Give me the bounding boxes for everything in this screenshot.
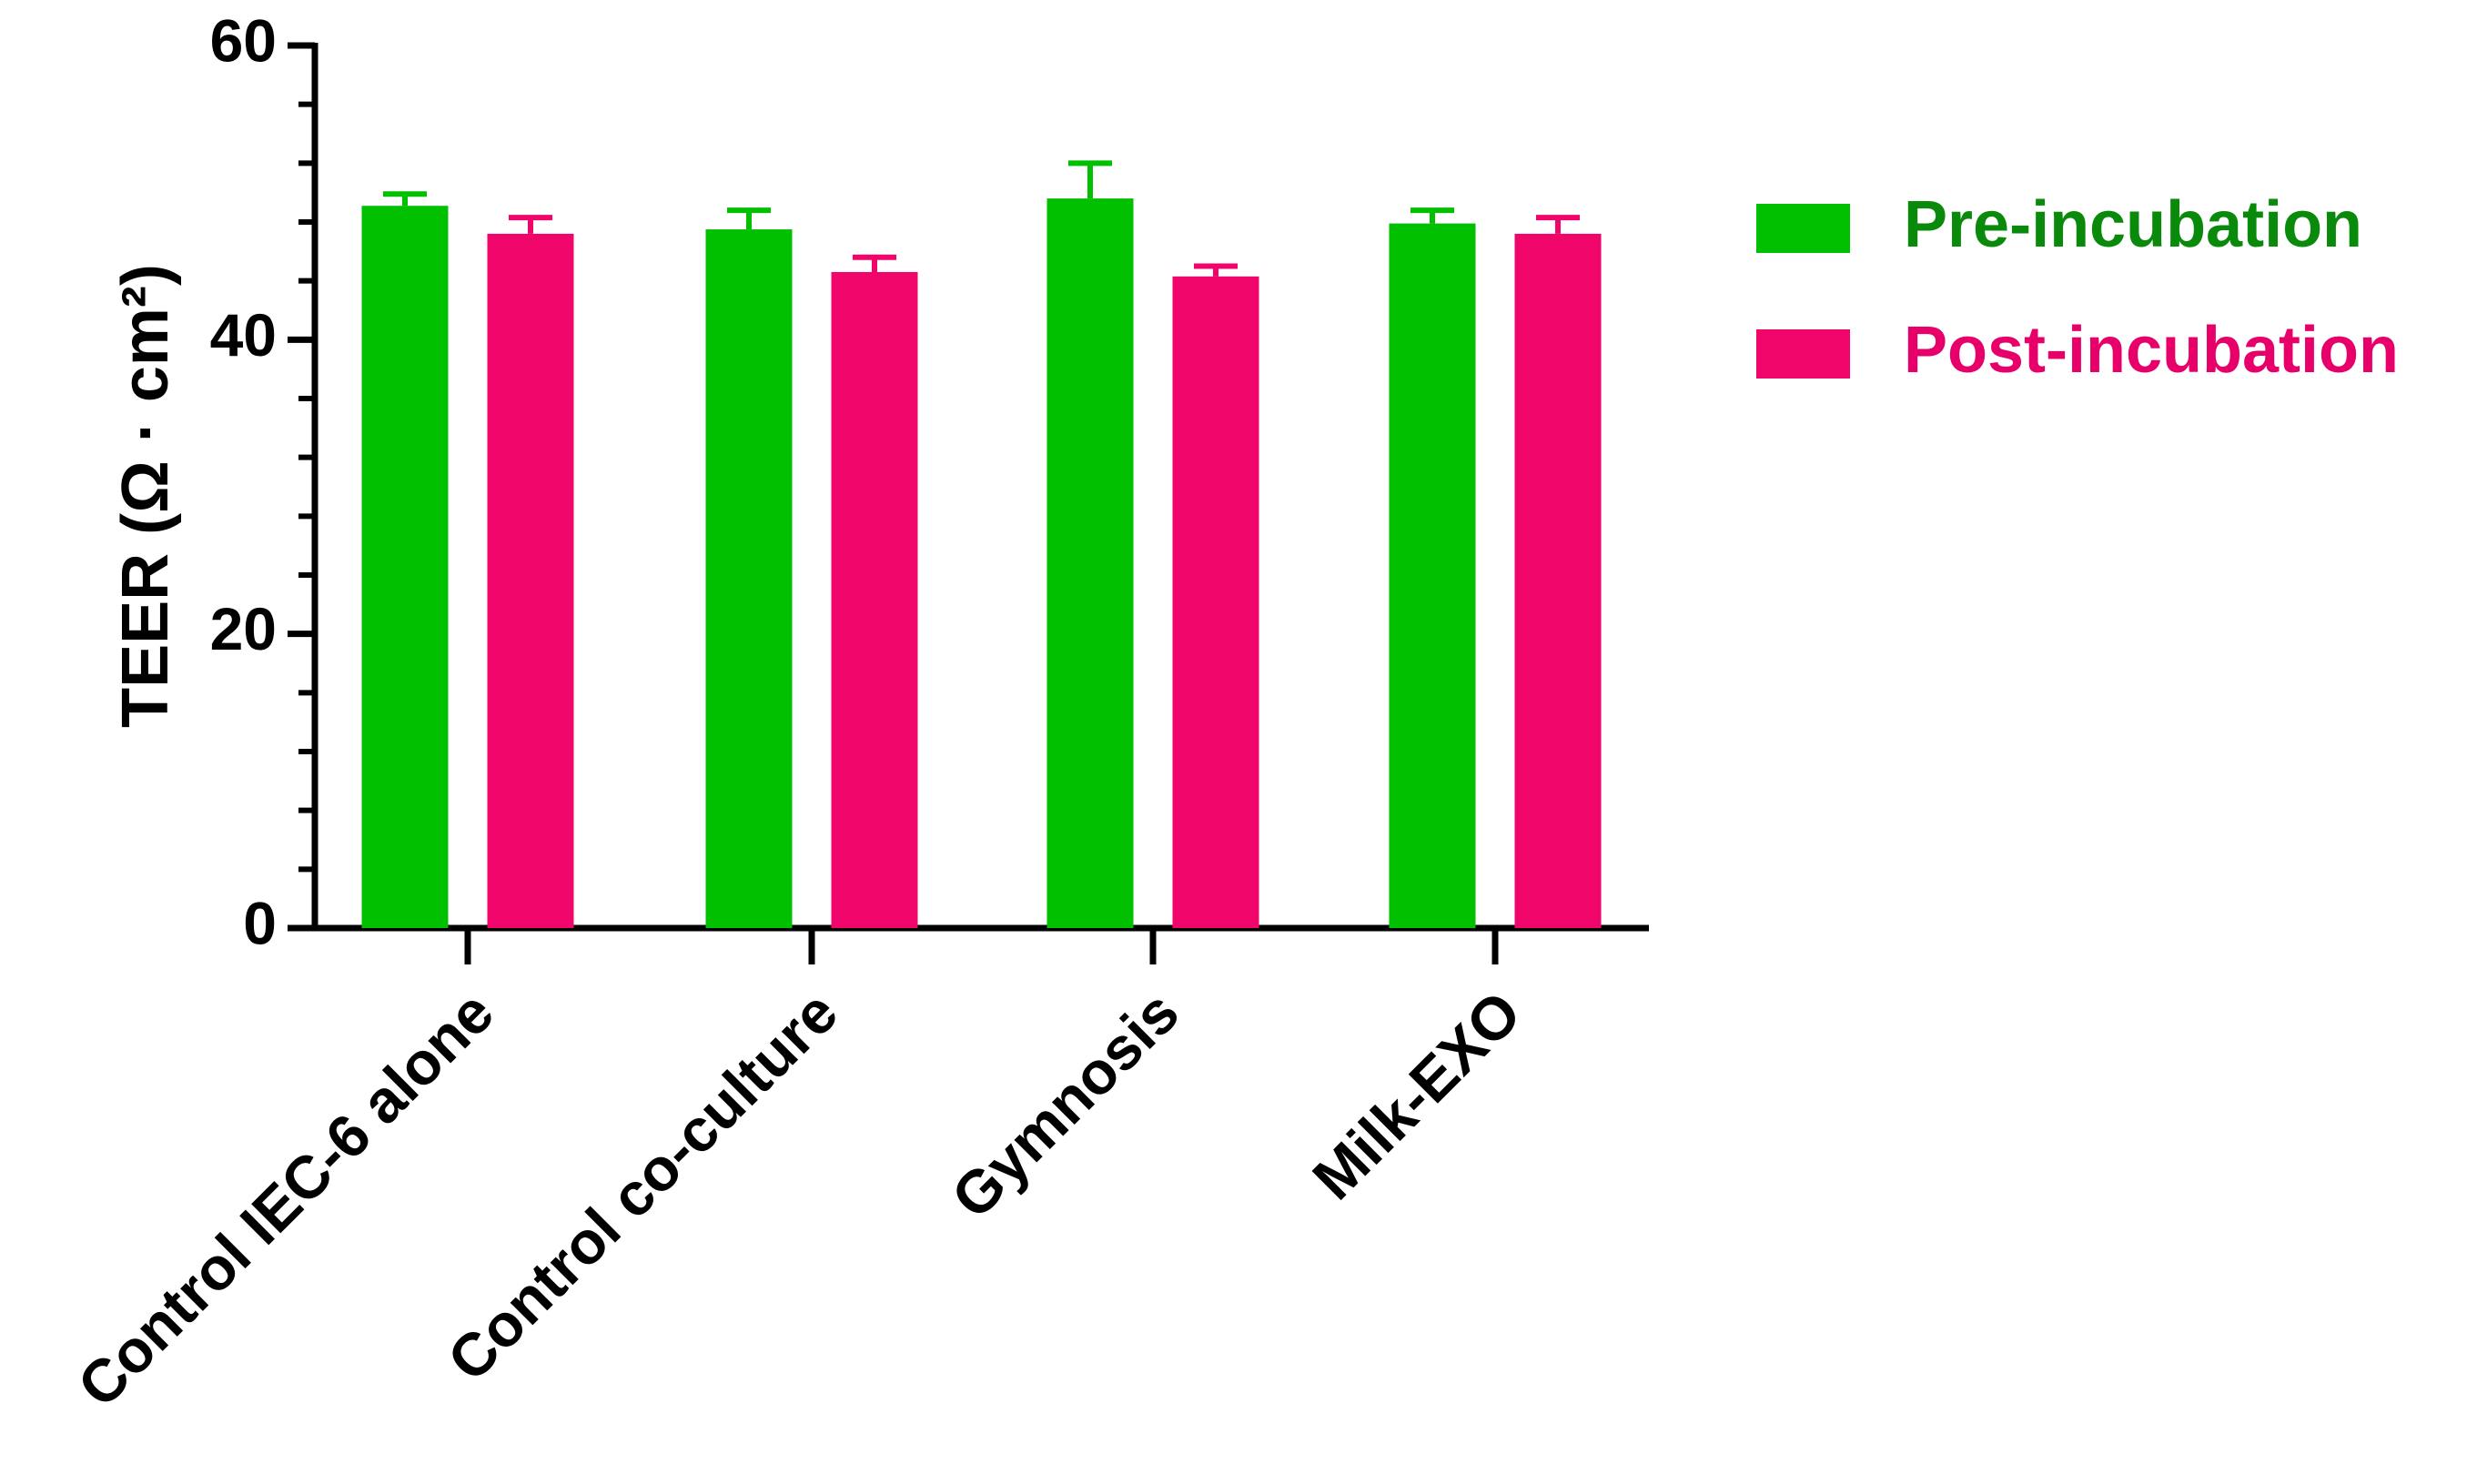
error-bar	[1194, 263, 1238, 277]
error-bar	[727, 207, 771, 230]
x-tick-label: Gymnosis	[938, 978, 1191, 1231]
x-tick-label: Control co-culture	[434, 978, 850, 1394]
x-tick-label: Control IEC-6 alone	[65, 978, 506, 1419]
bar	[1514, 233, 1602, 928]
bar	[831, 271, 918, 928]
error-bar	[509, 215, 552, 234]
error-bar	[1068, 160, 1112, 199]
bar	[487, 233, 574, 928]
bar	[1172, 276, 1259, 929]
legend-swatch	[1756, 329, 1850, 379]
x-tick-label: Milk-EXO	[1299, 978, 1533, 1212]
bar	[361, 206, 449, 928]
error-bar	[383, 191, 427, 207]
bar	[1046, 198, 1134, 929]
y-tick-label: 60	[210, 6, 277, 74]
y-axis-label: TEER (Ω · cm²)	[109, 264, 182, 728]
error-bar	[1536, 215, 1580, 234]
error-bar	[1410, 207, 1454, 224]
bar	[705, 229, 793, 929]
legend-label: Post-incubation	[1904, 314, 2399, 387]
y-tick-label: 20	[210, 595, 277, 662]
error-bar	[853, 254, 896, 272]
bar	[1389, 223, 1476, 928]
legend-label: Pre-incubation	[1904, 188, 2362, 261]
y-tick-label: 40	[210, 301, 277, 368]
y-tick-label: 0	[243, 889, 277, 956]
legend-swatch	[1756, 204, 1850, 253]
